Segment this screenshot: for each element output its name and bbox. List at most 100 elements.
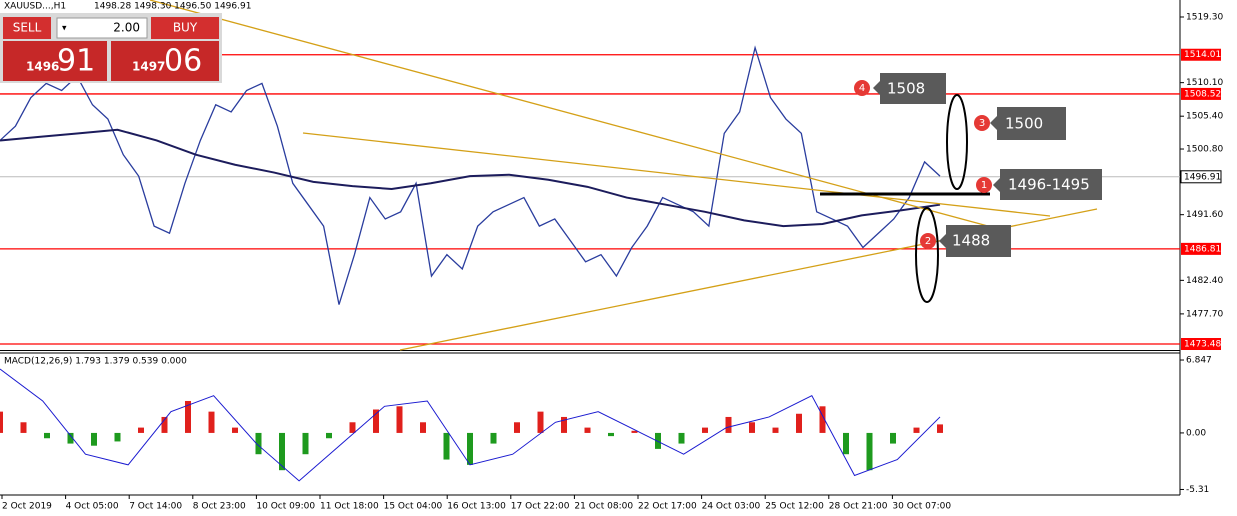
pointer (993, 178, 1000, 192)
macd-bar (302, 432, 309, 455)
trendline (302, 132, 1051, 217)
annotation: 1508 4 (854, 73, 946, 104)
level-label: 1473.48 (1184, 340, 1221, 350)
pointer (873, 81, 880, 95)
macd-bar (843, 432, 849, 455)
pointer (990, 116, 997, 130)
macd-bar (161, 416, 168, 433)
macd-label: MACD(12,26,9) 1.793 1.379 0.539 0.000 (4, 357, 187, 367)
macd-bar (279, 432, 285, 471)
time-label: 17 Oct 22:00 (511, 502, 570, 512)
macd-bar (255, 432, 262, 455)
macd-bar (537, 411, 544, 433)
macd-bar (913, 427, 920, 433)
macd-bar (373, 409, 379, 433)
marker-number: 3 (979, 118, 985, 129)
macd-bar (396, 406, 403, 433)
annotation: 1500 3 (974, 107, 1066, 140)
time-label: 22 Oct 17:00 (638, 502, 697, 512)
y-tick-label: 1491.60 (1186, 210, 1223, 220)
annotation-box (997, 107, 1066, 140)
sell-button[interactable] (3, 17, 51, 39)
current-label: 1496.91 (1184, 172, 1221, 182)
time-label: 30 Oct 07:00 (892, 502, 951, 512)
macd-bar (0, 411, 3, 433)
time-label: 24 Oct 03:00 (702, 502, 761, 512)
ask-prefix: 1497 (132, 60, 165, 74)
macd-bar (326, 432, 332, 439)
ellipse (915, 207, 939, 303)
pointer (939, 234, 946, 248)
buy-button[interactable] (151, 17, 219, 39)
annotation: 1488 2 (920, 225, 1011, 257)
macd-bar (561, 416, 567, 433)
y-tick-label: 1477.70 (1186, 309, 1223, 319)
time-label: 25 Oct 12:00 (765, 502, 824, 512)
macd-bar (937, 424, 943, 433)
annotation-text: 1496-1495 (1008, 176, 1090, 194)
macd-bar (608, 432, 614, 437)
marker (976, 177, 992, 193)
y-tick-label: 1510.10 (1186, 78, 1223, 88)
bid-pips: 91 (57, 44, 95, 79)
time-label: 28 Oct 21:00 (829, 502, 888, 512)
level-label: 1508.52 (1184, 89, 1221, 99)
lot-value: 2.00 (113, 21, 140, 35)
macd-bar (819, 406, 826, 433)
macd-bar (678, 432, 685, 444)
bid-prefix: 1496 (26, 60, 59, 74)
y-tick-label: 1500.80 (1186, 145, 1223, 155)
marker (854, 80, 870, 96)
macd-bar (232, 427, 238, 433)
macd-bar (796, 413, 802, 433)
marker (920, 233, 936, 249)
macd-bar (349, 422, 356, 433)
chart-layer (0, 45, 1180, 482)
y-tick-label: 1482.40 (1186, 276, 1223, 286)
macd-bar (114, 432, 121, 442)
y-tick-label: -5.31 (1186, 485, 1209, 495)
level-label: 1514.01 (1184, 50, 1221, 60)
lot-down[interactable]: ▾ (62, 24, 67, 34)
trade-panel: SELL ▾ 2.00 BUY 1496 91 1497 06 (0, 13, 222, 83)
lot-input[interactable] (56, 17, 148, 39)
time-label: 16 Oct 13:00 (447, 502, 506, 512)
level-tag (1181, 48, 1221, 61)
macd-bar (20, 422, 27, 433)
time-label: 10 Oct 09:00 (256, 502, 315, 512)
macd-bar (772, 427, 779, 433)
y-tick-label: 1519.30 (1186, 12, 1223, 22)
marker (974, 115, 990, 131)
macd-bar (91, 432, 97, 446)
y-tick-label: 6.847 (1186, 356, 1212, 366)
macd-bar (138, 427, 144, 433)
macd-bar (67, 432, 74, 444)
annotation-text: 1488 (952, 232, 990, 250)
level-tag (1181, 242, 1221, 255)
time-label: 8 Oct 23:00 (193, 502, 246, 512)
level-tag (1181, 338, 1221, 351)
macd-bar (890, 432, 896, 444)
marker-number: 2 (925, 236, 931, 247)
annotation-text: 1508 (887, 80, 925, 98)
macd-bar (866, 432, 873, 471)
bid-box[interactable] (3, 41, 107, 81)
moving-average (0, 128, 941, 228)
price-line (0, 45, 941, 305)
sell-label: SELL (13, 21, 42, 35)
macd-bar (208, 411, 215, 433)
marker-number: 1 (981, 180, 987, 191)
ohlc: 1498.28 1498.30 1496.50 1496.91 (94, 2, 251, 12)
time-label: 4 Oct 05:00 (66, 502, 119, 512)
ellipse (946, 94, 968, 190)
ask-pips: 06 (164, 44, 202, 79)
macd-bar (584, 427, 591, 433)
macd-line (0, 368, 941, 482)
time-label: 11 Oct 18:00 (320, 502, 379, 512)
macd-bar (702, 427, 708, 433)
time-label: 15 Oct 04:00 (384, 502, 443, 512)
ask-box[interactable] (111, 41, 219, 81)
time-label: 7 Oct 14:00 (129, 502, 182, 512)
symbol: XAUUSD...,H1 (4, 2, 66, 12)
